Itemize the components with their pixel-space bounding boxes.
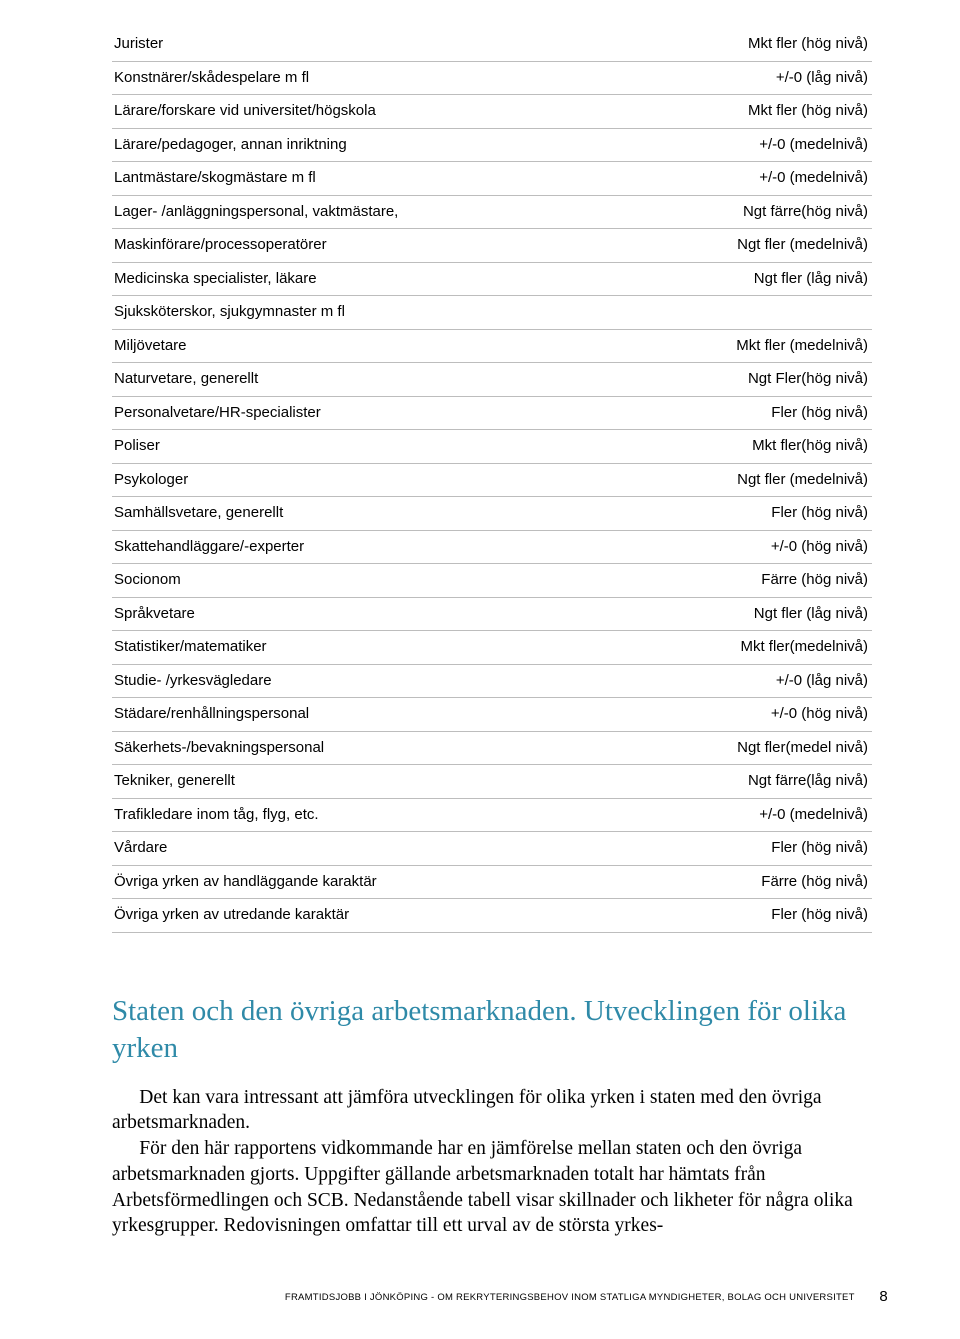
occupation-label: Statistiker/matematiker [112,631,628,665]
table-row: Övriga yrken av utredande karaktärFler (… [112,899,872,933]
occupation-value: +/-0 (medelnivå) [628,798,873,832]
table-row: VårdareFler (hög nivå) [112,832,872,866]
occupation-value: Ngt färre(hög nivå) [628,195,873,229]
section-heading: Staten och den övriga arbetsmarknaden. U… [112,993,872,1067]
occupation-value: +/-0 (låg nivå) [628,664,873,698]
table-row: Skattehandläggare/-experter+/-0 (hög niv… [112,530,872,564]
occupation-value: Färre (hög nivå) [628,865,873,899]
occupation-label: Miljövetare [112,329,628,363]
occupation-label: Lärare/forskare vid universitet/högskola [112,95,628,129]
occupation-value: Fler (hög nivå) [628,899,873,933]
occupation-label: Jurister [112,28,628,61]
occupation-value: Fler (hög nivå) [628,396,873,430]
occupation-label: Naturvetare, generellt [112,363,628,397]
occupation-label: Skattehandläggare/-experter [112,530,628,564]
table-row: Lantmästare/skogmästare m fl+/-0 (medeln… [112,162,872,196]
table-row: Naturvetare, generelltNgt Fler(hög nivå) [112,363,872,397]
table-row: Maskinförare/processoperatörerNgt fler (… [112,229,872,263]
occupation-value: Ngt fler(medel nivå) [628,731,873,765]
occupation-label: Samhällsvetare, generellt [112,497,628,531]
occupation-label: Socionom [112,564,628,598]
occupation-label: Studie- /yrkesvägledare [112,664,628,698]
table-row: MiljövetareMkt fler (medelnivå) [112,329,872,363]
table-row: Medicinska specialister, läkareNgt fler … [112,262,872,296]
table-row: PoliserMkt fler(hög nivå) [112,430,872,464]
table-row: JuristerMkt fler (hög nivå) [112,28,872,61]
table-row: Säkerhets-/bevakningspersonalNgt fler(me… [112,731,872,765]
occupation-label: Städare/renhållningspersonal [112,698,628,732]
page-number: 8 [879,1288,888,1305]
table-row: PsykologerNgt fler (medelnivå) [112,463,872,497]
footer-text: FRAMTIDSJOBB I JÖNKÖPING - OM REKRYTERIN… [285,1292,855,1303]
occupation-label: Lantmästare/skogmästare m fl [112,162,628,196]
table-row: Lager- /anläggningspersonal, vaktmästare… [112,195,872,229]
table-row: Lärare/forskare vid universitet/högskola… [112,95,872,129]
table-row: SocionomFärre (hög nivå) [112,564,872,598]
occupation-label: Sjuksköterskor, sjukgymnaster m fl [112,296,628,330]
occupation-label: Trafikledare inom tåg, flyg, etc. [112,798,628,832]
occupation-value: +/-0 (hög nivå) [628,530,873,564]
table-row: Lärare/pedagoger, annan inriktning+/-0 (… [112,128,872,162]
occupation-label: Maskinförare/processoperatörer [112,229,628,263]
table-row: SpråkvetareNgt fler (låg nivå) [112,597,872,631]
table-row: Sjuksköterskor, sjukgymnaster m fl [112,296,872,330]
occupation-value: Mkt fler(hög nivå) [628,430,873,464]
table-row: Övriga yrken av handläggande karaktärFär… [112,865,872,899]
occupation-label: Konstnärer/skådespelare m fl [112,61,628,95]
occupation-value: Färre (hög nivå) [628,564,873,598]
table-row: Städare/renhållningspersonal+/-0 (hög ni… [112,698,872,732]
table-row: Konstnärer/skådespelare m fl+/-0 (låg ni… [112,61,872,95]
occupation-value: Mkt fler (hög nivå) [628,95,873,129]
occupation-value: Ngt fler (medelnivå) [628,463,873,497]
occupation-label: Personalvetare/HR-specialister [112,396,628,430]
occupation-label: Övriga yrken av handläggande karaktär [112,865,628,899]
occupation-label: Medicinska specialister, läkare [112,262,628,296]
occupation-value: Ngt fler (låg nivå) [628,262,873,296]
page-footer: FRAMTIDSJOBB I JÖNKÖPING - OM REKRYTERIN… [112,1288,888,1305]
occupation-label: Vårdare [112,832,628,866]
paragraph: Det kan vara intressant att jämföra utve… [112,1085,872,1136]
table-row: Trafikledare inom tåg, flyg, etc.+/-0 (m… [112,798,872,832]
occupation-value: Mkt fler(medelnivå) [628,631,873,665]
table-row: Tekniker, generelltNgt färre(låg nivå) [112,765,872,799]
occupation-value: Fler (hög nivå) [628,832,873,866]
occupation-label: Säkerhets-/bevakningspersonal [112,731,628,765]
occupation-value: Mkt fler (medelnivå) [628,329,873,363]
paragraph: För den här rapportens vidkommande har e… [112,1136,872,1239]
occupation-label: Tekniker, generellt [112,765,628,799]
table-row: Samhällsvetare, generelltFler (hög nivå) [112,497,872,531]
occupation-label: Poliser [112,430,628,464]
body-text: Det kan vara intressant att jämföra utve… [112,1085,872,1239]
page: JuristerMkt fler (hög nivå)Konstnärer/sk… [0,0,960,1339]
occupation-label: Lärare/pedagoger, annan inriktning [112,128,628,162]
table-row: Personalvetare/HR-specialisterFler (hög … [112,396,872,430]
table-row: Studie- /yrkesvägledare+/-0 (låg nivå) [112,664,872,698]
occupation-value: Fler (hög nivå) [628,497,873,531]
occupation-value [628,296,873,330]
occupation-value: Ngt fler (medelnivå) [628,229,873,263]
occupation-value: +/-0 (medelnivå) [628,162,873,196]
occupation-value: Ngt Fler(hög nivå) [628,363,873,397]
occupation-label: Psykologer [112,463,628,497]
occupation-label: Språkvetare [112,597,628,631]
occupation-label: Övriga yrken av utredande karaktär [112,899,628,933]
occupation-label: Lager- /anläggningspersonal, vaktmästare… [112,195,628,229]
occupation-value: Ngt färre(låg nivå) [628,765,873,799]
occupations-table: JuristerMkt fler (hög nivå)Konstnärer/sk… [112,28,872,933]
occupation-value: +/-0 (medelnivå) [628,128,873,162]
table-row: Statistiker/matematikerMkt fler(medelniv… [112,631,872,665]
occupation-value: +/-0 (låg nivå) [628,61,873,95]
occupation-value: +/-0 (hög nivå) [628,698,873,732]
occupation-value: Mkt fler (hög nivå) [628,28,873,61]
occupation-value: Ngt fler (låg nivå) [628,597,873,631]
